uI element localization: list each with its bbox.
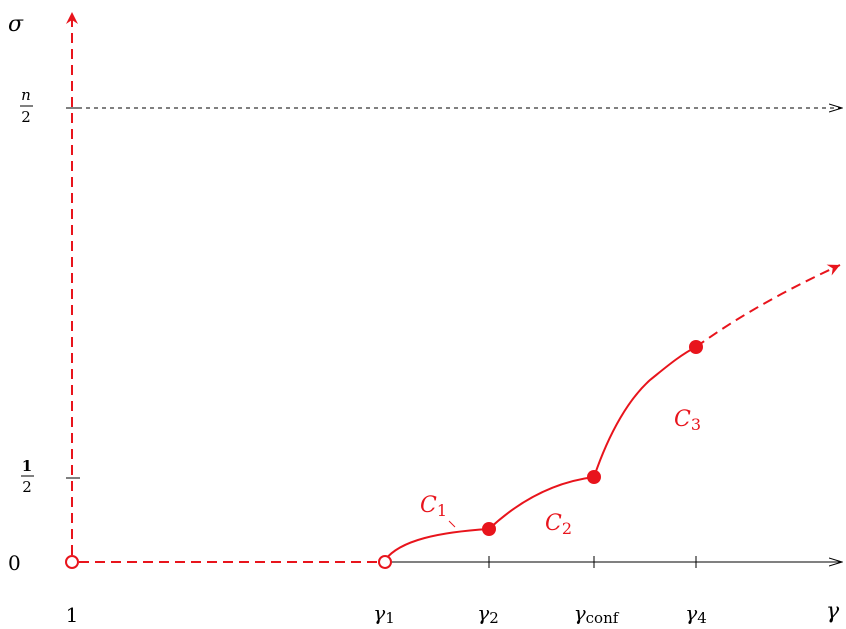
filled-point-gamma-conf	[587, 470, 601, 484]
x-axis-label: γ	[826, 599, 840, 624]
filled-point-gamma-4	[689, 340, 703, 354]
c1-pointer	[448, 520, 456, 528]
x-tick-start: 1	[66, 603, 79, 627]
y-tick-half-numerator: 1	[22, 457, 32, 475]
x-tick-gamma-4: γ4	[685, 601, 707, 627]
curve-c3-label: C3	[674, 407, 701, 434]
y-tick-top-denominator: 2	[21, 108, 31, 126]
x-tick-gamma-2: γ2	[477, 601, 499, 627]
x-tick-gamma-1: γ1	[373, 601, 395, 627]
open-point-origin	[65, 555, 79, 569]
curve-c3	[593, 346, 697, 478]
open-point-gamma-1	[378, 555, 392, 569]
x-tick-gamma-conf: γconf	[574, 601, 620, 627]
curve-c2	[488, 476, 595, 530]
y-tick-top-numerator: n	[21, 86, 31, 104]
y-axis-label: σ	[8, 12, 24, 37]
curve-c1-label: C1	[420, 493, 447, 520]
curve-c2-label: C2	[545, 511, 572, 538]
curve-c1	[384, 528, 490, 561]
filled-point-gamma-2	[482, 522, 496, 536]
curve-continuation-dashed	[695, 264, 841, 348]
y-tick-zero: 0	[8, 551, 21, 575]
y-tick-half-denominator: 2	[22, 478, 32, 496]
